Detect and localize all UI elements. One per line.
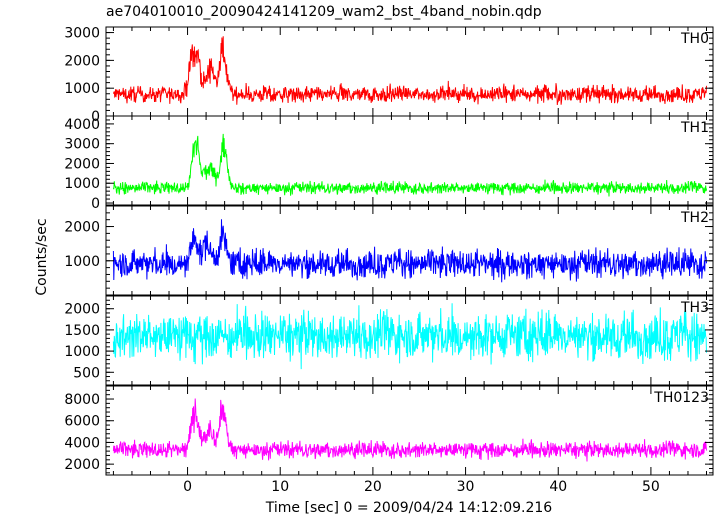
- panel-frame: [105, 26, 714, 117]
- y-tick-label: 1000: [64, 254, 100, 270]
- panel-frame: [105, 115, 714, 206]
- y-tick-label: 1000: [64, 81, 100, 97]
- x-tick-label: 30: [457, 479, 475, 495]
- y-tick-label: 3000: [64, 26, 100, 42]
- series-label: TH0123: [653, 390, 709, 406]
- y-tick-label: 1500: [64, 323, 100, 339]
- x-tick-label: 10: [271, 479, 289, 495]
- panel-th1: 0 1000 2000 3000 4000 TH1: [64, 115, 714, 212]
- series-label: TH1: [680, 120, 709, 136]
- series-label: TH2: [680, 210, 709, 226]
- panel-th3: 500 1000 1500 2000 TH3: [64, 295, 714, 386]
- series-line-th3: [112, 303, 707, 370]
- y-tick-label: 0: [91, 196, 100, 212]
- y-tick-label: 4000: [64, 435, 100, 451]
- panel-th0123: 2000 4000 6000 8000 0 10 20 30 40 50 TH0123: [64, 385, 714, 495]
- series-label: TH0: [680, 31, 709, 47]
- panel-frame: [105, 385, 714, 476]
- y-tick-label: 2000: [64, 457, 100, 473]
- y-axis-label: Counts/sec: [34, 218, 50, 295]
- panel-th0: 0 1000 2000 3000 TH0: [64, 26, 714, 125]
- y-tick-label: 4000: [64, 117, 100, 133]
- x-tick-label: 40: [549, 479, 567, 495]
- series-line-th0: [112, 36, 707, 106]
- panel-th2: 1000 2000 TH2: [64, 205, 714, 296]
- y-tick-label: 0: [91, 109, 100, 125]
- series-line-th2: [112, 219, 707, 283]
- y-tick-label: 1000: [64, 176, 100, 192]
- chart-title: ae704010010_20090424141209_wam2_bst_4ban…: [106, 4, 542, 20]
- y-tick-label: 2000: [64, 302, 100, 318]
- series-line-th1: [112, 133, 707, 197]
- y-tick-label: 1000: [64, 344, 100, 360]
- x-tick-label: 50: [642, 479, 660, 495]
- series-line-th0123: [112, 398, 707, 462]
- series-label: TH3: [680, 300, 709, 316]
- y-tick-label: 2000: [64, 220, 100, 236]
- x-axis-label: Time [sec] 0 = 2009/04/24 14:12:09.216: [265, 500, 553, 516]
- y-tick-label: 6000: [64, 414, 100, 430]
- y-tick-label: 2000: [64, 53, 100, 69]
- y-tick-label: 8000: [64, 392, 100, 408]
- x-tick-label: 20: [364, 479, 382, 495]
- y-tick-label: 3000: [64, 137, 100, 153]
- y-tick-label: 2000: [64, 156, 100, 172]
- y-tick-label: 500: [73, 365, 100, 381]
- x-tick-label: 0: [183, 479, 192, 495]
